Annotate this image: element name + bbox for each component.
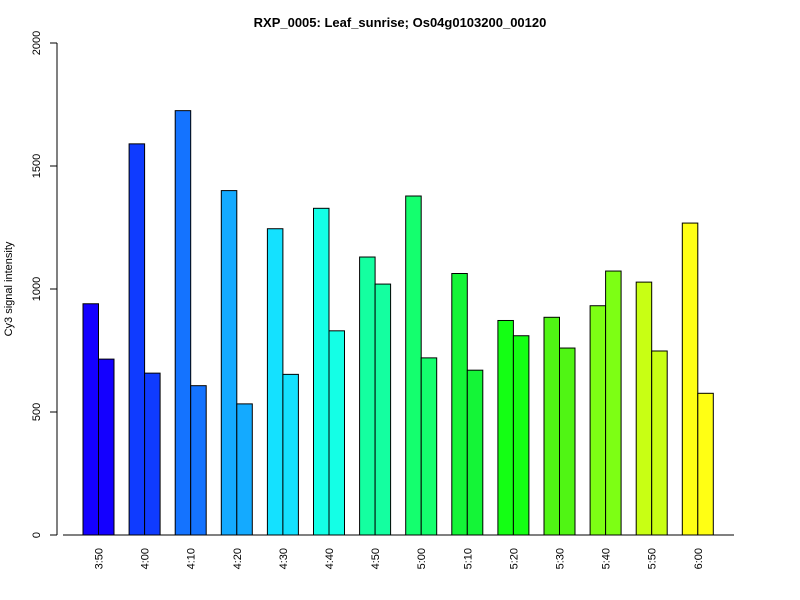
bar-series2-3:50: [98, 358, 115, 536]
bar-series1-4:10: [174, 110, 192, 536]
bar-series2-4:50: [374, 283, 392, 536]
x-tick-label: 4:10: [186, 548, 198, 569]
x-tick-label: 4:50: [370, 548, 382, 569]
bar-series1-3:50: [82, 303, 99, 536]
bar-series2-4:30: [282, 373, 299, 536]
y-axis: 0 500 1000 1500 2000: [31, 31, 58, 538]
bar-series1-4:40: [313, 207, 330, 536]
bar-series1-4:20: [220, 190, 238, 536]
x-tick-label: 4:20: [232, 548, 244, 569]
x-tick-label: 6:00: [693, 548, 705, 569]
x-tick-label: 4:00: [140, 548, 152, 569]
y-tick-label: 1500: [31, 154, 43, 178]
chart-title: RXP_0005: Leaf_sunrise; Os04g0103200_001…: [254, 15, 547, 30]
bar-series1-5:20: [497, 319, 514, 536]
bar-series1-4:30: [266, 228, 284, 536]
x-tick-label: 5:30: [555, 548, 567, 569]
x-tick-label: 5:40: [601, 548, 613, 569]
y-tick-label: 0: [31, 532, 43, 538]
bar-series2-6:00: [697, 392, 714, 536]
y-tick-label: 1000: [31, 277, 43, 301]
bar-series1-5:50: [635, 281, 653, 536]
x-tick-label: 5:20: [508, 548, 520, 569]
bar-series2-5:20: [512, 335, 530, 536]
x-tick-label: 3:50: [94, 548, 106, 569]
bar-series2-4:10: [190, 385, 207, 536]
bar-series1-4:00: [128, 143, 146, 536]
x-tick-label: 5:00: [416, 548, 428, 569]
bar-series2-5:30: [559, 347, 576, 536]
bar-series2-5:40: [605, 270, 622, 536]
bar-series2-4:40: [328, 330, 345, 536]
bar-series2-5:10: [466, 369, 484, 536]
y-axis-label: Cy3 signal intensity: [3, 241, 15, 336]
bar-series1-5:10: [451, 273, 468, 536]
bar-series2-4:20: [236, 403, 253, 536]
x-tick-label: 5:10: [462, 548, 474, 569]
bar-series1-5:30: [543, 316, 560, 536]
bar-series2-5:00: [420, 357, 438, 536]
x-tick-label: 4:30: [278, 548, 290, 569]
bars-group: [82, 110, 714, 536]
x-tick-label: 4:40: [324, 548, 336, 569]
y-tick-label: 500: [31, 403, 43, 421]
y-tick-label: 2000: [31, 31, 43, 55]
bar-series1-6:00: [681, 222, 699, 536]
bar-series1-4:50: [359, 256, 376, 536]
bar-series1-5:40: [589, 305, 607, 536]
bar-series2-4:00: [144, 372, 161, 536]
x-axis: 3:50 4:00 4:10 4:20 4:30 4:40 4:50 5:00 5:10 5:20…: [63, 534, 734, 569]
x-tick-label: 5:50: [647, 548, 659, 569]
bar-series2-5:50: [651, 350, 668, 536]
bar-series1-5:00: [405, 195, 422, 536]
